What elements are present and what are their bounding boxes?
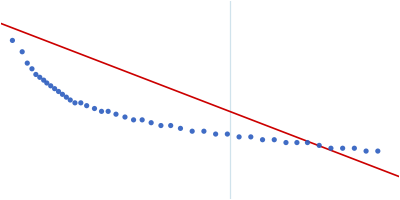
Point xyxy=(122,115,128,119)
Point xyxy=(168,124,174,127)
Point xyxy=(84,104,90,107)
Point xyxy=(351,147,358,150)
Point xyxy=(59,93,66,96)
Point xyxy=(248,135,254,138)
Point xyxy=(48,84,54,87)
Point xyxy=(328,147,334,150)
Point xyxy=(283,141,289,144)
Point xyxy=(24,62,30,65)
Point xyxy=(177,127,184,130)
Point xyxy=(29,67,35,70)
Point xyxy=(91,107,98,110)
Point xyxy=(316,144,322,147)
Point xyxy=(139,118,145,121)
Point xyxy=(158,124,164,127)
Point xyxy=(189,130,195,133)
Point xyxy=(52,87,58,90)
Point xyxy=(40,79,47,82)
Point xyxy=(363,149,369,153)
Point xyxy=(224,132,230,136)
Point xyxy=(259,138,266,141)
Point xyxy=(33,73,39,76)
Point xyxy=(36,76,43,79)
Point xyxy=(236,135,242,138)
Point xyxy=(148,121,154,124)
Point xyxy=(212,132,219,136)
Point xyxy=(271,138,278,141)
Point xyxy=(55,90,62,93)
Point xyxy=(113,113,119,116)
Point xyxy=(72,101,78,104)
Point xyxy=(78,101,84,104)
Point xyxy=(375,149,381,153)
Point xyxy=(340,147,346,150)
Point xyxy=(105,110,111,113)
Point xyxy=(130,118,137,121)
Point xyxy=(98,110,105,113)
Point xyxy=(44,81,50,85)
Point xyxy=(19,50,25,53)
Point xyxy=(294,141,300,144)
Point xyxy=(304,141,311,144)
Point xyxy=(67,98,74,102)
Point xyxy=(9,39,16,42)
Point xyxy=(201,130,207,133)
Point xyxy=(63,96,70,99)
